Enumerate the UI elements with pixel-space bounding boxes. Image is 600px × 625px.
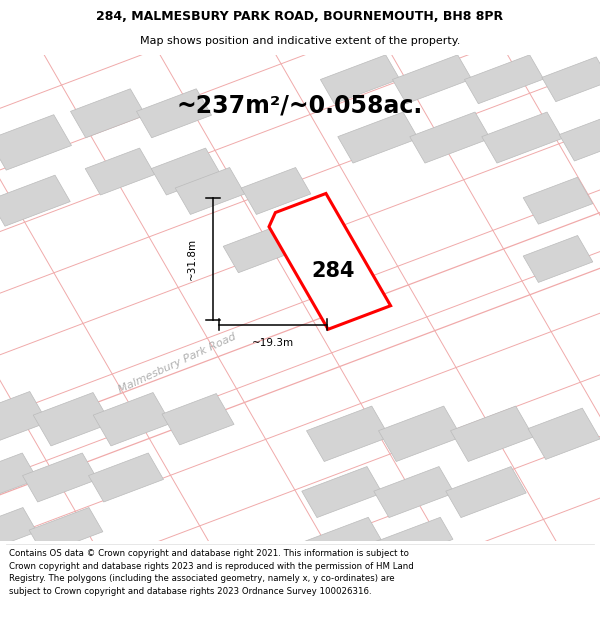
- Polygon shape: [0, 453, 38, 502]
- Polygon shape: [320, 55, 400, 104]
- Polygon shape: [523, 177, 593, 224]
- Polygon shape: [410, 112, 490, 163]
- Text: Malmesbury Park Road: Malmesbury Park Road: [116, 332, 238, 395]
- Polygon shape: [446, 466, 526, 518]
- Text: ~31.8m: ~31.8m: [187, 238, 197, 280]
- Polygon shape: [302, 466, 382, 518]
- Polygon shape: [85, 148, 155, 195]
- Text: Contains OS data © Crown copyright and database right 2021. This information is : Contains OS data © Crown copyright and d…: [9, 549, 414, 596]
- Polygon shape: [151, 148, 221, 195]
- Polygon shape: [88, 453, 164, 502]
- Text: ~19.3m: ~19.3m: [252, 338, 294, 348]
- Polygon shape: [464, 55, 544, 104]
- Polygon shape: [392, 55, 472, 104]
- Polygon shape: [559, 114, 600, 161]
- Polygon shape: [22, 453, 98, 502]
- Polygon shape: [0, 508, 37, 554]
- Polygon shape: [528, 408, 600, 459]
- Polygon shape: [136, 89, 212, 138]
- Polygon shape: [542, 57, 600, 102]
- Polygon shape: [93, 392, 171, 446]
- Polygon shape: [523, 236, 593, 282]
- Polygon shape: [303, 518, 381, 564]
- Text: 284: 284: [311, 261, 355, 281]
- Polygon shape: [29, 508, 103, 554]
- Polygon shape: [0, 24, 600, 625]
- Polygon shape: [374, 466, 454, 518]
- Polygon shape: [0, 115, 71, 170]
- Polygon shape: [482, 112, 562, 163]
- Text: 284, MALMESBURY PARK ROAD, BOURNEMOUTH, BH8 8PR: 284, MALMESBURY PARK ROAD, BOURNEMOUTH, …: [97, 10, 503, 23]
- Polygon shape: [338, 112, 418, 163]
- Polygon shape: [33, 392, 111, 446]
- Text: Map shows position and indicative extent of the property.: Map shows position and indicative extent…: [140, 36, 460, 46]
- Polygon shape: [175, 168, 245, 214]
- Polygon shape: [269, 194, 391, 329]
- Text: ~237m²/~0.058ac.: ~237m²/~0.058ac.: [177, 94, 423, 118]
- Polygon shape: [379, 406, 461, 461]
- Polygon shape: [0, 391, 47, 447]
- Polygon shape: [70, 89, 146, 138]
- Polygon shape: [223, 226, 293, 272]
- Polygon shape: [0, 175, 70, 226]
- Polygon shape: [451, 406, 533, 461]
- Polygon shape: [241, 168, 311, 214]
- Polygon shape: [162, 394, 234, 445]
- Polygon shape: [307, 406, 389, 461]
- Polygon shape: [375, 518, 453, 564]
